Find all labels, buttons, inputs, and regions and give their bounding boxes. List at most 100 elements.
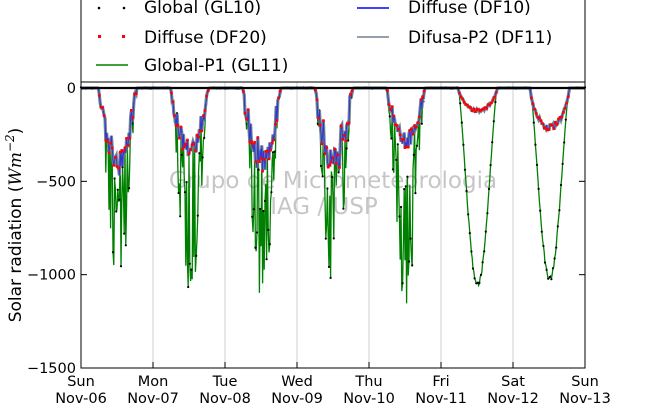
diffuse-df20-point [339, 124, 343, 128]
diffuse-df20-point [315, 98, 319, 102]
diffuse-df20-point [115, 165, 119, 168]
legend-marker-dot [98, 35, 101, 38]
global-gl10-point [123, 232, 126, 235]
diffuse-df20-point [534, 112, 538, 115]
global-gl10-point [558, 209, 561, 212]
diffuse-df20-point [550, 123, 554, 127]
global-gl10-point [471, 267, 475, 270]
y-axis-label-unit: Wm [6, 152, 26, 186]
legend-item-diffuse-df20: Diffuse (DF20) [98, 28, 267, 48]
legend-label: Diffuse (DF20) [144, 28, 267, 48]
diffuse-df20-point [458, 91, 461, 95]
global-gl10-point [116, 188, 119, 191]
diffuse-df20-point [107, 151, 111, 155]
global-gl10-point [463, 168, 467, 171]
y-tick-label: 0 [67, 81, 76, 97]
diffuse-df20-point [493, 96, 496, 99]
diffuse-df20-point [110, 146, 114, 150]
diffuse-df20-point [267, 157, 271, 161]
diffuse-df20-point [350, 89, 354, 93]
global-gl10-point [255, 231, 259, 234]
diffuse-df20-point [338, 166, 341, 169]
diffuse-df20-point [421, 95, 424, 98]
global-gl10-point [559, 183, 563, 187]
diffuse-df20-point [122, 149, 125, 153]
diffuse-df20-point [242, 90, 245, 93]
global-gl10-point [539, 209, 542, 212]
global-gl10-point [411, 264, 414, 267]
x-tick-label-date: Nov-12 [487, 391, 539, 407]
diffuse-df20-point [475, 107, 479, 111]
y-tick-label: −1000 [27, 268, 76, 284]
diffuse-df20-point [469, 106, 472, 109]
x-tick-label-weekday: Sat [501, 374, 525, 390]
diffuse-df20-point [554, 121, 557, 124]
diffuse-df20-point [467, 105, 471, 109]
diffuse-df20-point [414, 125, 418, 129]
diffuse-df20-point [272, 138, 276, 142]
global-gl10-point [550, 278, 553, 281]
global-gl10-point [564, 118, 567, 121]
diffuse-df20-point [411, 132, 415, 136]
diffuse-df20-point [206, 89, 210, 92]
series-diffuse-df20 [98, 88, 570, 173]
global-gl10-point [555, 246, 558, 249]
global-gl10-point [183, 191, 187, 194]
diffuse-df20-point [318, 123, 322, 127]
global-gl10-point [203, 136, 206, 139]
global-gl10-point [388, 115, 391, 118]
global-gl10-point [534, 143, 537, 146]
diffuse-df20-point [466, 103, 469, 107]
diffuse-df20-point [397, 127, 400, 131]
diffuse-df20-point [253, 140, 256, 144]
legend: Global (GL10) Diffuse (DF20) Global-P1 (… [80, 0, 586, 83]
diffuse-df20-point [533, 108, 536, 111]
global-gl10-point [563, 141, 566, 144]
global-gl10-point [179, 215, 182, 218]
global-gl10-point [391, 168, 395, 171]
diffuse-df20-point [134, 92, 138, 96]
global-gl10-point [478, 281, 481, 284]
diffuse-df20-point [317, 117, 320, 120]
diffuse-df20-point [566, 95, 570, 98]
diffuse-df20-point [194, 149, 197, 152]
global-gl10-point [415, 144, 419, 147]
diffuse-df20-point [406, 145, 410, 149]
diffuse-df20-point [416, 121, 420, 124]
diffuse-df20-point [547, 128, 551, 131]
plot-frame [80, 81, 586, 369]
global-gl10-point [543, 261, 547, 264]
diffuse-df20-point [333, 147, 336, 151]
diffuse-df20-point [314, 88, 317, 92]
diffuse-df20-point [541, 122, 544, 125]
diffuse-df20-point [126, 143, 130, 147]
diffuse-df20-point [402, 138, 405, 141]
diffuse-df20-point [109, 141, 112, 145]
diffuse-df20-point [104, 139, 108, 142]
global-gl10-point [268, 243, 271, 246]
diffuse-df20-point [544, 127, 548, 130]
global-gl10-point [327, 265, 331, 268]
diffuse-df20-point [262, 158, 266, 161]
x-tick-label-weekday: Sun [67, 374, 95, 390]
diffuse-df20-point [106, 140, 109, 143]
global-gl10-point [473, 277, 476, 280]
diffuse-df20-point [114, 156, 117, 159]
legend-marker-dot [97, 6, 101, 10]
diffuse-df20-point [256, 136, 260, 139]
global-gl10-point [201, 156, 204, 159]
diffuse-df20-point [482, 107, 485, 111]
x-tick-label-date: Nov-06 [55, 391, 107, 407]
diffuse-df20-point [200, 129, 204, 133]
diffuse-df20-point [176, 124, 180, 127]
global-gl10-point [484, 230, 487, 233]
y-tick-label: −1500 [27, 361, 76, 377]
x-tick-label-date: Nov-10 [343, 391, 395, 407]
diffuse-df20-point [558, 116, 562, 119]
global-gl10-point [332, 237, 335, 240]
diffuse-df20-point [178, 136, 181, 140]
diffuse-df20-point [477, 108, 480, 111]
diffuse-df20-point [192, 142, 196, 146]
diffuse-df20-point [190, 143, 194, 147]
global-gl10-point [345, 147, 348, 150]
